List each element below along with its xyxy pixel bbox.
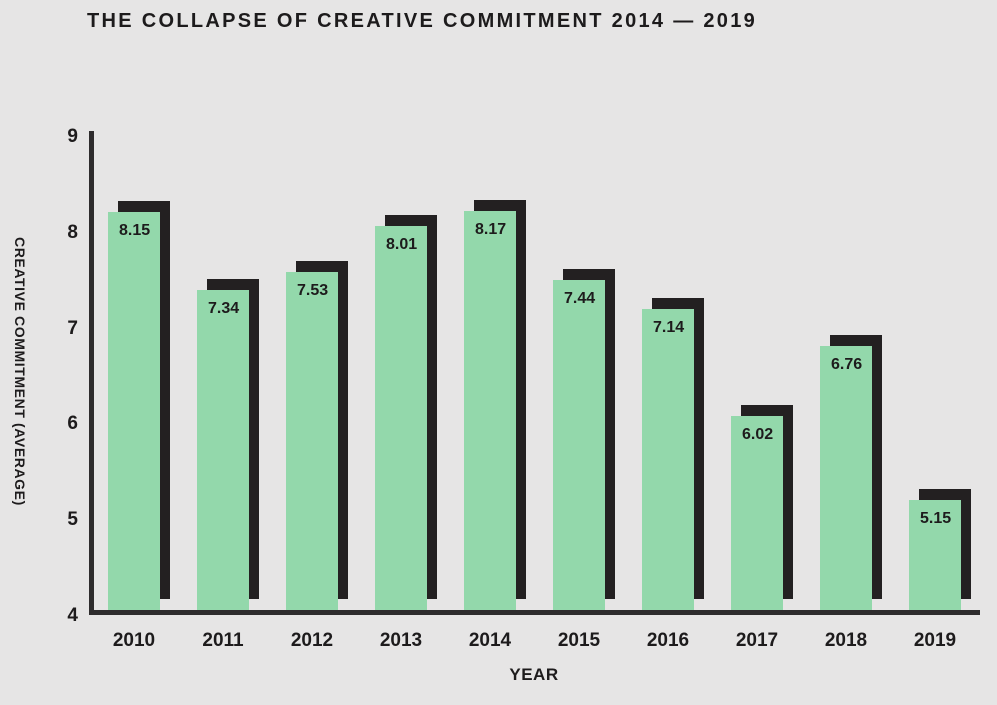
bar-fill: 7.44 [553,280,605,610]
bar-fill: 8.17 [464,210,516,610]
bar-fill: 7.34 [197,290,249,610]
bar-value-label: 8.17 [475,220,507,238]
y-tick-label: 5 [67,509,78,531]
bar-group-2010: 8.15 [108,201,170,610]
x-tick-label: 2018 [824,630,868,651]
bar-fill: 7.53 [286,271,338,610]
bar-value-label: 5.15 [920,509,952,527]
bar-fill: 5.15 [909,499,961,610]
bar-value-label: 7.34 [208,300,240,318]
bar-fill: 6.76 [820,345,872,610]
chart-title: THE COLLAPSE OF CREATIVE COMMITMENT 2014… [87,10,758,32]
bar-value-label: 8.15 [119,222,151,240]
bar-group-2018: 6.76 [820,334,882,610]
bar-value-label: 8.01 [386,235,418,253]
bar-value-label: 6.02 [742,426,774,444]
y-tick-label: 8 [67,221,78,243]
bar-group-2015: 7.44 [553,269,615,610]
bar-fill: 7.14 [642,309,694,610]
bar-group-2014: 8.17 [464,199,526,610]
bar-group-2013: 8.01 [375,214,437,610]
x-axis-line [89,610,980,615]
bar-fill: 8.01 [375,225,427,610]
x-tick-label: 2011 [202,630,244,651]
bar-group-2017: 6.02 [731,405,793,610]
bar-fill: 8.15 [108,212,160,610]
x-tick-label: 2015 [557,630,601,651]
bar-value-label: 7.14 [653,319,685,337]
y-axis-title: CREATIVE COMMITMENT (AVERAGE) [12,236,28,506]
x-tick-label: 2016 [646,630,690,651]
bar-group-2012: 7.53 [286,260,348,610]
x-tick-label: 2012 [290,630,334,651]
x-tick-label: 2014 [468,630,512,651]
bar-value-label: 7.44 [564,290,596,308]
bar-group-2019: 5.15 [909,488,971,610]
x-tick-label: 2013 [379,630,423,651]
y-tick-label: 7 [67,317,78,339]
bar-value-label: 6.76 [831,355,863,373]
y-tick-label: 6 [67,413,78,435]
x-axis-title: YEAR [509,665,559,684]
bar-value-label: 7.53 [297,281,329,299]
x-tick-label: 2019 [913,630,957,651]
y-axis-line [89,131,94,615]
bar-group-2011: 7.34 [197,279,259,610]
bar-group-2016: 7.14 [642,298,704,610]
bar-fill: 6.02 [731,416,783,610]
y-tick-label: 4 [67,605,78,626]
x-tick-label: 2017 [735,630,779,651]
x-tick-label: 2010 [112,630,156,651]
y-tick-label: 9 [67,126,78,147]
